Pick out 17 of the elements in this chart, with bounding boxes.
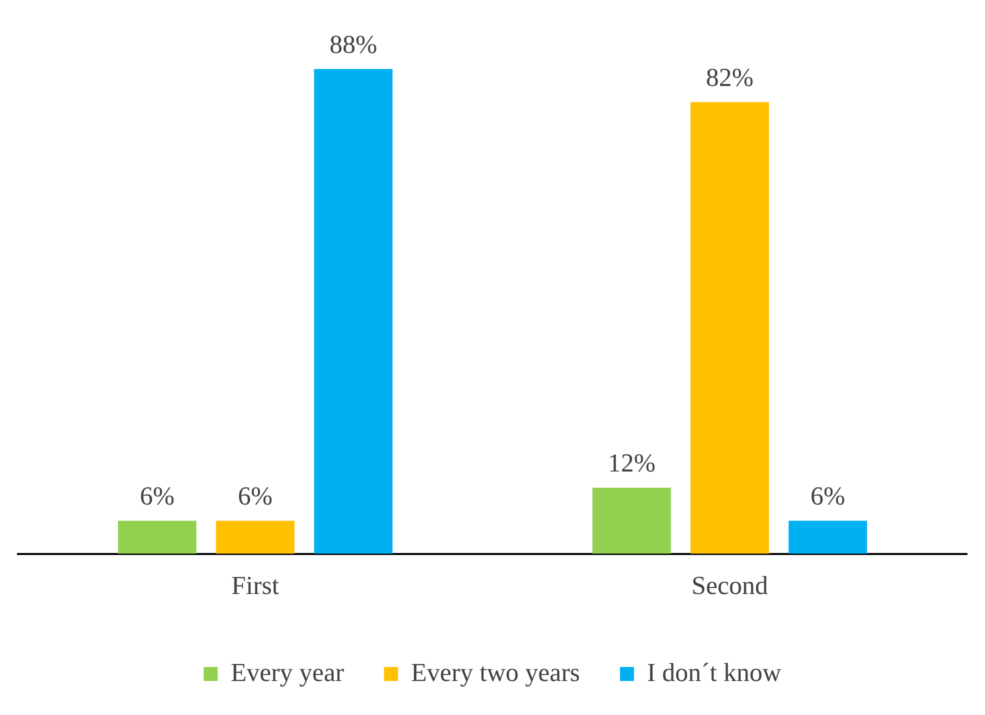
- x-tick-label: First: [231, 571, 280, 600]
- bar: [118, 520, 196, 554]
- legend-label: Every year: [230, 658, 344, 687]
- data-label: 88%: [329, 30, 378, 59]
- bar: [690, 102, 769, 554]
- bar: [788, 520, 868, 554]
- data-label: 82%: [706, 62, 754, 92]
- data-label: 6%: [810, 482, 846, 511]
- legend-label: I don´t know: [646, 658, 782, 687]
- x-tick-label: Second: [691, 571, 768, 600]
- data-label: 6%: [140, 482, 175, 511]
- data-label: 12%: [608, 448, 656, 478]
- bar: [314, 69, 393, 554]
- bar: [216, 520, 294, 554]
- legend-label: Every two years: [411, 658, 580, 687]
- bar: [592, 488, 671, 554]
- data-label: 6%: [238, 482, 273, 511]
